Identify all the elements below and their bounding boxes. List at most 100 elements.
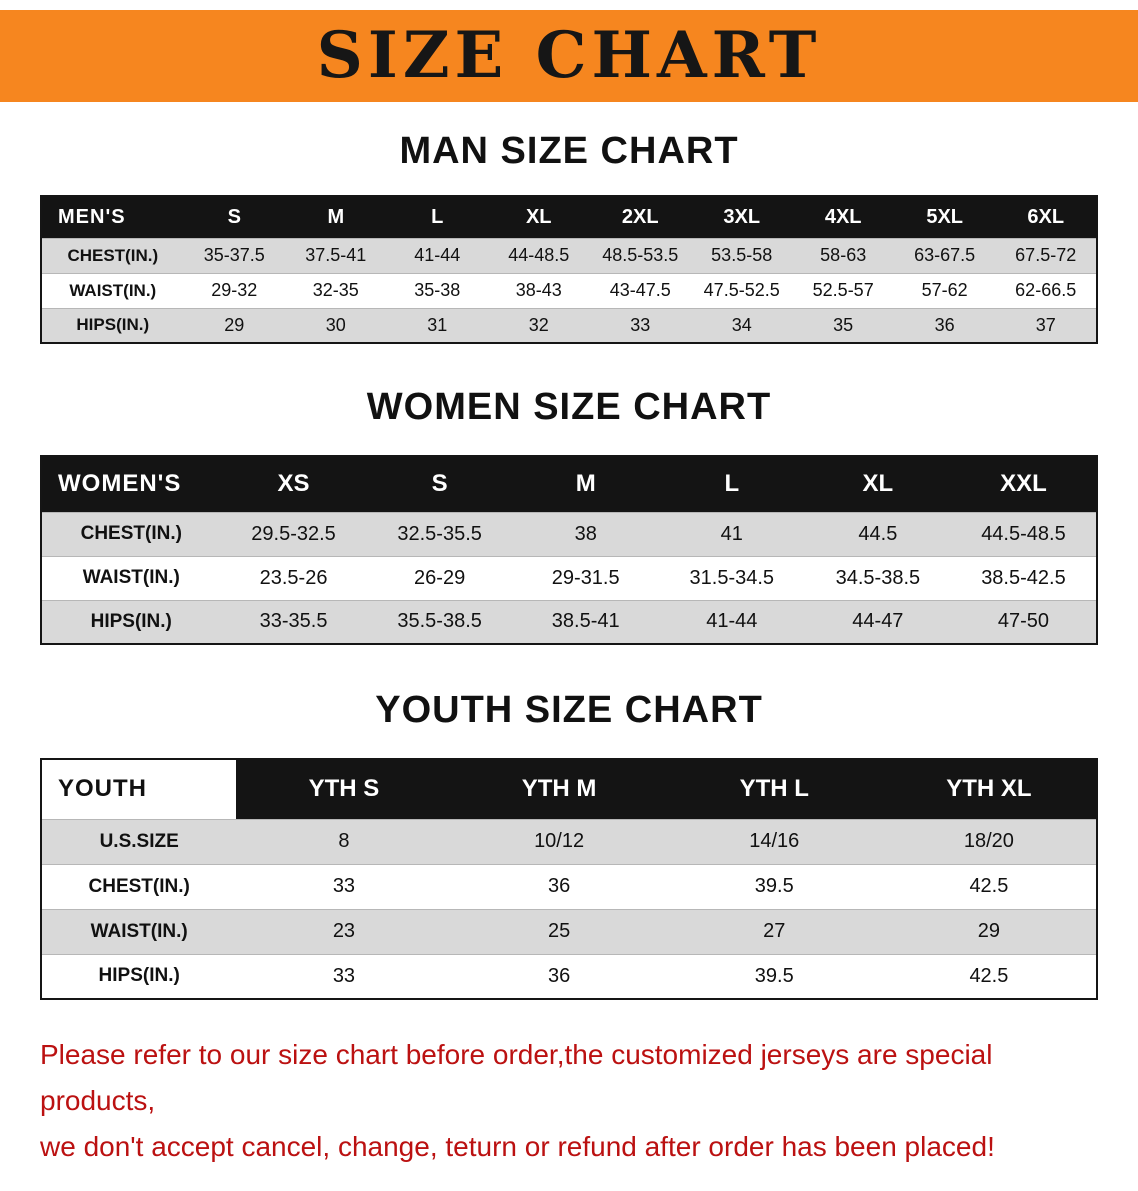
size-value-cell: 63-67.5 (914, 245, 976, 265)
size-header-cell: XS (220, 456, 367, 512)
table-row: WAIST(IN.) 29-32 32-35 35-38 38-43 43-47.5 47.… (41, 273, 1097, 308)
row-label: HIPS(IN.) (98, 965, 180, 987)
size-value-cell: 30 (325, 314, 346, 335)
row-label: WAIST(IN.) (69, 280, 157, 300)
size-value-cell: 29.5-32.5 (251, 522, 336, 545)
row-label: HIPS(IN.) (90, 610, 172, 632)
size-value-cell: 33 (630, 314, 651, 335)
size-value-cell: 10/12 (534, 830, 585, 852)
size-value-cell: 42.5 (969, 875, 1009, 897)
section-title-women: WOMEN SIZE CHART (366, 386, 772, 428)
row-label: U.S.SIZE (99, 830, 179, 852)
size-value-cell: 31.5-34.5 (689, 566, 775, 589)
sections-container: MAN SIZE CHART MEN'S S M L XL 2XL 3XL 4XL 5XL 6XL C… (0, 130, 1138, 1000)
size-header-cell: YTH S (236, 759, 452, 819)
size-value-cell: 38.5-42.5 (981, 566, 1066, 589)
size-value-cell: 32-35 (312, 280, 359, 300)
size-header-cell: L (658, 456, 805, 512)
size-value-cell: 26-29 (414, 566, 466, 589)
size-value-cell: 34.5-38.5 (835, 566, 921, 589)
size-value-cell: 29 (977, 920, 1001, 942)
size-header-cell: M (285, 196, 387, 238)
section-youth: YOUTH SIZE CHART YOUTH YTH S YTH M YTH L YTH … (0, 689, 1138, 1000)
size-value-cell: 41 (720, 522, 743, 545)
header-row: YOUTH YTH S YTH M YTH L YTH XL (41, 759, 1097, 819)
size-header-cell: 5XL (893, 196, 996, 238)
size-header-cell: 6XL (995, 196, 1097, 238)
size-value-cell: 62-66.5 (1015, 280, 1077, 300)
table-row: HIPS(IN.) 33-35.5 35.5-38.5 38.5-41 41-44 44-… (41, 600, 1097, 644)
header-row: MEN'S S M L XL 2XL 3XL 4XL 5XL 6XL (41, 196, 1097, 238)
size-value-cell: 47.5-52.5 (703, 280, 780, 300)
size-value-cell: 27 (763, 920, 786, 942)
size-value-cell: 42.5 (969, 964, 1009, 987)
size-value-cell: 67.5-72 (1015, 245, 1077, 265)
women-size-table: WOMEN'S XS S M L XL XXL CHEST(IN.) 29.5-32.5 32.5… (40, 455, 1098, 645)
size-header-cell: 3XL (690, 196, 793, 238)
size-value-cell: 43-47.5 (609, 280, 671, 300)
row-label: CHEST(IN.) (88, 875, 190, 897)
size-value-cell: 37.5-41 (305, 245, 367, 265)
size-value-cell: 58-63 (820, 245, 867, 265)
table-row: WAIST(IN.) 23.5-26 26-29 29-31.5 31.5-34.5 34… (41, 556, 1097, 600)
size-header-cell: XL (488, 196, 590, 238)
section-title-men: MAN SIZE CHART (399, 130, 739, 172)
size-value-cell: 35-38 (414, 280, 461, 300)
size-value-cell: 44-47 (852, 610, 904, 633)
size-value-cell: 35-37.5 (203, 245, 265, 265)
size-value-cell: 41-44 (414, 245, 461, 265)
footer-notice: Please refer to our size chart before or… (0, 1032, 1138, 1191)
section-men: MAN SIZE CHART MEN'S S M L XL 2XL 3XL 4XL 5XL 6XL C… (0, 130, 1138, 344)
row-label: CHEST(IN.) (67, 245, 159, 265)
notice-line-2: we don't accept cancel, change, teturn o… (40, 1131, 995, 1163)
table-row: U.S.SIZE 8 10/12 14/16 18/20 (41, 819, 1097, 864)
table-label-header: YOUTH (41, 759, 237, 819)
table-label-header: WOMEN'S (41, 456, 221, 512)
size-value-cell: 18/20 (963, 830, 1014, 852)
row-label: WAIST(IN.) (82, 567, 180, 588)
size-value-cell: 33-35.5 (259, 610, 328, 633)
section-women: WOMEN SIZE CHART WOMEN'S XS S M L XL XXL CHEST(I… (0, 386, 1138, 645)
size-value-cell: 34 (731, 314, 752, 335)
size-value-cell: 32.5-35.5 (397, 522, 482, 545)
size-value-cell: 33 (332, 964, 356, 987)
size-value-cell: 52.5-57 (812, 280, 874, 300)
size-header-cell: 2XL (589, 196, 691, 238)
size-value-cell: 31 (427, 314, 448, 335)
row-label: WAIST(IN.) (90, 920, 188, 942)
table-row: CHEST(IN.) 33 36 39.5 42.5 (41, 864, 1097, 909)
size-value-cell: 39.5 (754, 964, 794, 987)
size-value-cell: 41-44 (706, 610, 758, 633)
size-header-cell: S (366, 456, 513, 512)
row-label: HIPS(IN.) (76, 315, 150, 335)
table-row: HIPS(IN.) 29 30 31 32 33 34 35 36 37 (41, 308, 1097, 343)
size-value-cell: 44.5-48.5 (981, 522, 1066, 545)
size-value-cell: 33 (332, 875, 356, 897)
banner: SIZE CHART (0, 10, 1138, 102)
size-header-cell: 4XL (792, 196, 894, 238)
table-row: CHEST(IN.) 35-37.5 37.5-41 41-44 44-48.5 48.5… (41, 238, 1097, 273)
size-value-cell: 39.5 (754, 875, 794, 897)
size-value-cell: 8 (338, 830, 350, 852)
size-value-cell: 48.5-53.5 (602, 245, 679, 265)
page-title: SIZE CHART (316, 18, 822, 93)
notice-line-1: Please refer to our size chart before or… (40, 1039, 993, 1117)
size-value-cell: 25 (547, 920, 571, 942)
size-value-cell: 29-31.5 (551, 566, 620, 589)
header-row: WOMEN'S XS S M L XL XXL (41, 456, 1097, 512)
size-header-cell: YTH L (666, 759, 882, 819)
size-value-cell: 53.5-58 (711, 245, 773, 265)
size-value-cell: 14/16 (749, 830, 800, 852)
table-row: WAIST(IN.) 23 25 27 29 (41, 909, 1097, 954)
size-value-cell: 32 (528, 314, 549, 335)
section-title-youth: YOUTH SIZE CHART (375, 689, 763, 731)
size-value-cell: 44.5 (858, 522, 898, 545)
size-header-cell: L (386, 196, 488, 238)
size-value-cell: 35 (833, 314, 854, 335)
size-value-cell: 38 (574, 522, 597, 545)
size-header-cell: S (183, 196, 286, 238)
size-header-cell: YTH XL (881, 759, 1097, 819)
size-value-cell: 38.5-41 (551, 610, 620, 633)
size-header-cell: XL (804, 456, 951, 512)
